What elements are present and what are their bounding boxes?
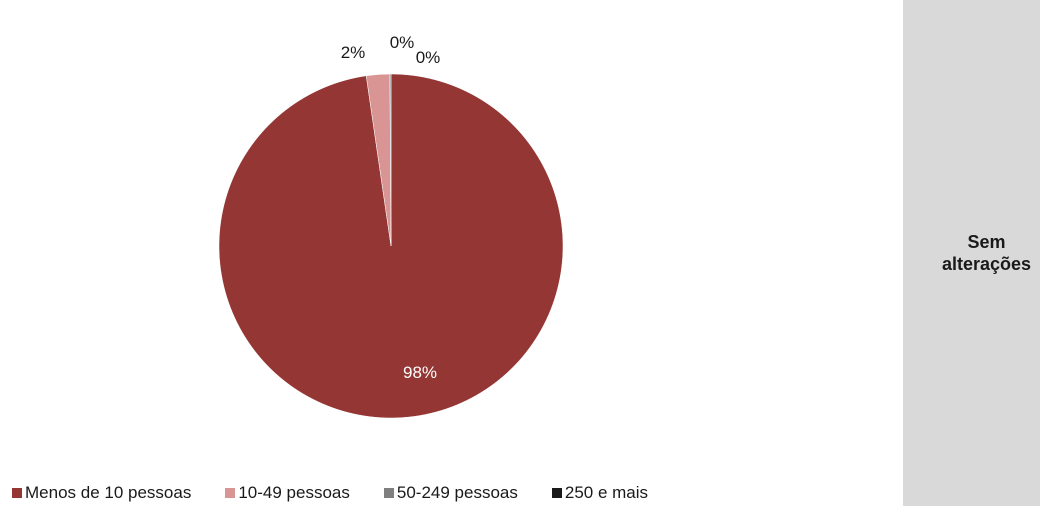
legend-label: Menos de 10 pessoas bbox=[25, 483, 192, 502]
pie-chart-svg: 98% 2% 0%0% bbox=[218, 33, 564, 419]
pie-slices bbox=[218, 73, 564, 419]
data-label-menos-de-10: 98% bbox=[403, 363, 437, 382]
pie-slice-50-249 bbox=[389, 73, 392, 247]
pie-chart: 98% 2% 0% 0% Menos de 10 pessoas 10-49 pess… bbox=[12, 33, 648, 503]
data-label-50-249: 0% bbox=[390, 33, 415, 52]
legend-item-10-49: 10-49 pessoas bbox=[225, 483, 350, 503]
chart-legend: Menos de 10 pessoas 10-49 pessoas 50-249… bbox=[12, 483, 648, 503]
legend-swatch bbox=[383, 488, 394, 498]
side-panel-text: Sem alterações bbox=[941, 232, 1032, 274]
data-label-250-e-mais: 0% bbox=[416, 48, 441, 67]
legend-label: 250 e mais bbox=[564, 483, 649, 502]
data-label-10-49: 2% bbox=[341, 43, 366, 62]
side-panel: Sem alterações bbox=[903, 0, 1040, 506]
legend-swatch bbox=[12, 488, 22, 498]
legend-item-250-e-mais: 250 e mais bbox=[551, 483, 649, 503]
legend-item-50-249: 50-249 pessoas bbox=[383, 483, 518, 503]
pie-data-labels: 98% 2% 0%0% bbox=[341, 33, 441, 382]
legend-label: 50-249 pessoas bbox=[396, 483, 518, 502]
legend-swatch bbox=[551, 488, 562, 498]
legend-swatch bbox=[225, 488, 236, 498]
legend-label: 10-49 pessoas bbox=[238, 483, 350, 502]
legend-item-menos-de-10: Menos de 10 pessoas bbox=[12, 483, 191, 503]
